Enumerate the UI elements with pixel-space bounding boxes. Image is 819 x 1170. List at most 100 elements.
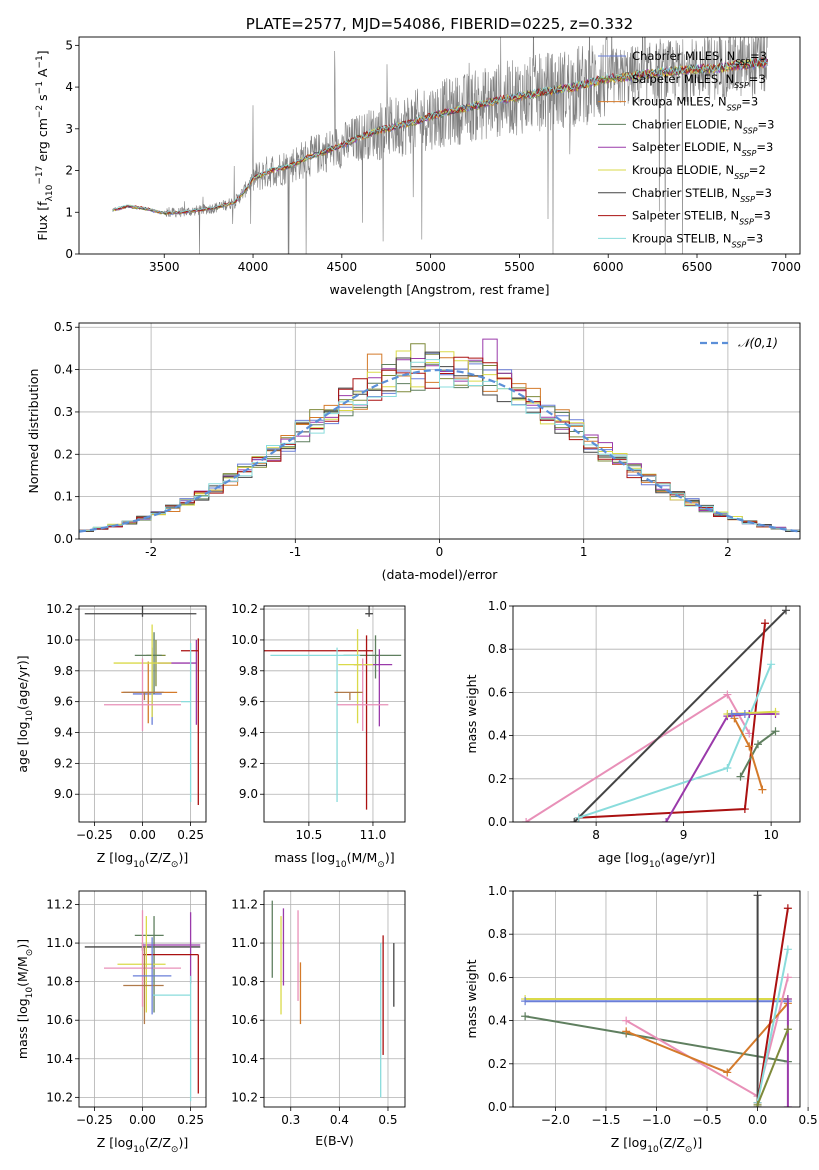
y-tick-label: 0.6 bbox=[488, 970, 507, 984]
weight-series bbox=[522, 690, 754, 822]
weight-line bbox=[756, 1028, 789, 1106]
weight-line bbox=[573, 609, 787, 822]
x-axis-label-part: (M/M bbox=[347, 850, 378, 865]
y-tick-label: 9.2 bbox=[54, 756, 73, 770]
x-axis-label-part: ⊙ bbox=[171, 860, 179, 870]
legend-nssp-eq: = bbox=[746, 231, 756, 245]
axes-ticks: −2.0 −1.5 −1.0 −0.5 0.0 0.5 0.0 0.2 0.4 0.6 0.8 1.0 bbox=[488, 884, 818, 1127]
y-axis-label: mass weight bbox=[464, 959, 479, 1038]
legend-nssp-label: , N bbox=[716, 231, 732, 245]
legend-nssp-label: , N bbox=[719, 49, 735, 63]
axes-ticks: −0.25 0.00 0.25 9.0 9.2 9.4 9.6 9.8 10.0 10.2 bbox=[46, 602, 206, 842]
y-axis-label-part: ] bbox=[35, 50, 50, 55]
y-tick-label: 0.0 bbox=[488, 815, 507, 829]
weight-marker bbox=[521, 1012, 530, 1021]
weight-marker bbox=[622, 1016, 631, 1025]
data-point bbox=[334, 691, 363, 701]
x-tick-label: −0.25 bbox=[76, 828, 113, 842]
y-tick-label: 9.8 bbox=[54, 664, 73, 678]
legend-entry: Chabrier ELODIE, NSSP=3 bbox=[632, 117, 774, 135]
weight-line bbox=[756, 949, 789, 1103]
legend-nssp-label: , N bbox=[711, 95, 727, 109]
x-axis-label-part: 10 bbox=[133, 1145, 145, 1155]
x-axis-label-part: ⊙ bbox=[685, 1145, 693, 1155]
axes-frame bbox=[512, 605, 801, 823]
data-point bbox=[180, 643, 192, 802]
x-tick-label: −1.0 bbox=[642, 1113, 671, 1127]
y-tick-label: 9.4 bbox=[54, 726, 73, 740]
y-axis-label-part: λ bbox=[45, 195, 55, 201]
y-axis-label-part: ⊙ bbox=[25, 949, 35, 957]
legend-series-name: Salpeter MILES bbox=[632, 72, 718, 86]
legend-nssp-value: 3 bbox=[758, 72, 765, 86]
legend-nssp-sub: SSP bbox=[742, 149, 757, 158]
x-tick-label: 0.0 bbox=[748, 1113, 767, 1127]
y-axis-label: mass weight bbox=[464, 674, 479, 753]
histograms bbox=[79, 338, 800, 534]
data-point bbox=[123, 691, 164, 701]
legend-nssp-value: 2 bbox=[758, 163, 765, 177]
weight-marker bbox=[727, 710, 736, 718]
legend-series-name: Salpeter STELIB bbox=[632, 209, 723, 223]
legend-nssp-sub: SSP bbox=[734, 172, 749, 181]
y-axis-label-part: s bbox=[35, 94, 50, 105]
weight-marker bbox=[622, 1027, 631, 1036]
legend-entry: Chabrier MILES, NSSP=3 bbox=[632, 49, 767, 67]
weight-line bbox=[756, 908, 789, 1103]
x-tick-label: 0.25 bbox=[177, 1113, 204, 1127]
x-axis-label-part: (age/yr)] bbox=[660, 850, 715, 865]
normal-curve bbox=[79, 368, 800, 533]
y-tick-label: 10.2 bbox=[231, 602, 258, 616]
x-axis-label: wavelength [Angstrom, rest frame] bbox=[329, 282, 549, 297]
legend-nssp-value: 3 bbox=[756, 231, 763, 245]
x-tick-label: 1 bbox=[580, 545, 588, 559]
x-axis-label-part: Z [log bbox=[611, 1135, 647, 1150]
weight-marker bbox=[771, 727, 780, 736]
x-tick-label: 0.3 bbox=[281, 1113, 300, 1127]
y-axis-label-part: 10 bbox=[25, 987, 35, 999]
y-tick-label: 11.2 bbox=[231, 898, 258, 912]
chart-title: PLATE=2577, MJD=54086, FIBERID=0225, z=0… bbox=[246, 15, 633, 33]
y-tick-label: 0.8 bbox=[488, 927, 507, 941]
legend-entry: Chabrier STELIB, NSSP=3 bbox=[632, 186, 772, 204]
weight-marker bbox=[745, 729, 754, 738]
x-axis-label: (data-model)/error bbox=[382, 567, 499, 582]
y-axis-label-part: erg cm bbox=[35, 118, 50, 166]
legend-entry: Kroupa MILES, NSSP=3 bbox=[632, 95, 758, 113]
x-axis-label: Z [log10(Z/Z⊙)] bbox=[97, 850, 188, 870]
y-tick-label: 0.2 bbox=[488, 1057, 507, 1071]
y-tick-label: 0.0 bbox=[54, 532, 73, 546]
residual-histogram bbox=[79, 359, 800, 533]
y-tick-label: 10.4 bbox=[231, 1052, 258, 1066]
weight-marker bbox=[771, 707, 780, 716]
axes-frame bbox=[263, 890, 406, 1108]
weight-marker bbox=[740, 805, 749, 814]
x-axis-label-part: Z [log bbox=[97, 1135, 133, 1150]
x-tick-label: 6500 bbox=[682, 260, 713, 274]
x-axis-label-part: Z [log bbox=[97, 850, 133, 865]
legend-entry: Salpeter ELODIE, NSSP=3 bbox=[632, 140, 773, 158]
legend-series-name: Chabrier MILES bbox=[632, 49, 719, 63]
legend: 𝒩(0,1) bbox=[700, 336, 778, 350]
weight-marker bbox=[783, 945, 792, 954]
weight-marker bbox=[761, 619, 769, 628]
legend-nssp-eq: = bbox=[758, 117, 768, 131]
legend-nssp-value: 3 bbox=[760, 49, 767, 63]
data-point bbox=[117, 916, 166, 1013]
x-axis-label-part: ⊙ bbox=[171, 1145, 179, 1155]
x-tick-label: −1.5 bbox=[591, 1113, 620, 1127]
y-tick-label: 0.1 bbox=[54, 490, 73, 504]
legend-nssp-sub: SSP bbox=[743, 126, 758, 135]
x-tick-label: −0.25 bbox=[76, 1113, 113, 1127]
x-axis-label: age [log10(age/yr)] bbox=[598, 850, 715, 870]
y-tick-label: 0.4 bbox=[54, 363, 73, 377]
axes-frame bbox=[78, 36, 801, 255]
x-tick-label: 0.00 bbox=[129, 828, 156, 842]
weight-marker bbox=[521, 997, 530, 1006]
x-tick-label: −2.0 bbox=[541, 1113, 570, 1127]
x-axis-label-part: )] bbox=[692, 1135, 702, 1150]
x-axis-label-part: )] bbox=[178, 850, 188, 865]
legend-nssp-label: , N bbox=[726, 140, 742, 154]
weight-marker bbox=[723, 1068, 732, 1077]
y-tick-label: 4 bbox=[65, 80, 73, 94]
